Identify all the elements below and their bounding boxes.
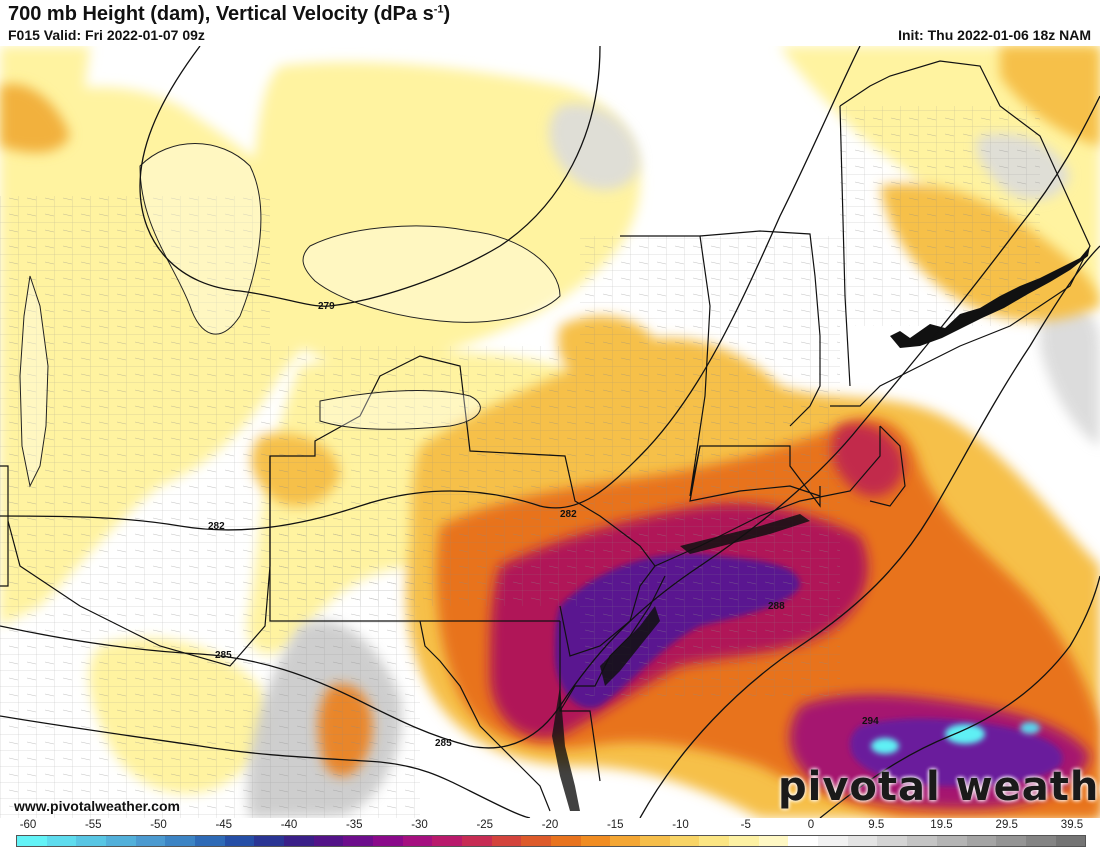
colorbar-segment — [135, 836, 166, 846]
colorbar-segment — [284, 836, 314, 846]
colorbar-segment — [640, 836, 670, 846]
colorbar-tick-label: -15 — [606, 819, 624, 831]
colorbar-segment — [254, 836, 285, 846]
colorbar-segment — [551, 836, 581, 846]
colorbar-tick-label: -45 — [215, 819, 233, 831]
colorbar-segment — [402, 836, 433, 846]
colorbar-segment — [17, 836, 47, 846]
colorbar-segment — [729, 836, 759, 846]
colorbar-segment — [373, 836, 403, 846]
contour-label: 294 — [862, 716, 879, 727]
colorbar-segment — [76, 836, 107, 846]
colorbar-tick-label: -30 — [411, 819, 428, 831]
colorbar-segment — [610, 836, 641, 846]
colorbar: -60 -55 -50 -45 -40 -35 -30 -25 -20 -15 -10 -5 0 9.5 1… — [0, 818, 1100, 850]
colorbar-segment — [936, 836, 967, 846]
colorbar-segment — [224, 836, 255, 846]
colorbar-tick-label: -25 — [476, 819, 494, 831]
colorbar-tick-label: -50 — [150, 819, 167, 831]
colorbar-segment — [847, 836, 878, 846]
colorbar-tick-label: -35 — [345, 819, 363, 831]
init-time: Init: Thu 2022-01-06 18z NAM — [898, 27, 1091, 43]
map-area[interactable]: 279 282 282 285 285 288 294 — [0, 46, 1100, 818]
colorbar-tick-label: 39.5 — [1060, 819, 1084, 831]
site-watermark[interactable]: www.pivotalweather.com — [14, 798, 180, 814]
colorbar-segment — [758, 836, 789, 846]
contour-label: 288 — [768, 601, 785, 612]
great-lakes — [19, 143, 561, 488]
contour-label: 282 — [208, 521, 225, 532]
map-svg: 279 282 282 285 285 288 294 — [0, 46, 1100, 818]
colorbar-segment — [877, 836, 908, 846]
colorbar-tick-label: -10 — [672, 819, 689, 831]
colorbar-tick-label: -20 — [541, 819, 559, 831]
colorbar-tick-label: -55 — [84, 819, 102, 831]
colorbar-tick-label: 9.5 — [868, 819, 885, 831]
colorbar-segment — [907, 836, 937, 846]
height-contours — [0, 46, 1100, 818]
colorbar-segment — [1055, 836, 1086, 846]
colorbar-segment — [343, 836, 374, 846]
colorbar-segment — [165, 836, 196, 846]
colorbar-segment — [1025, 836, 1056, 846]
colorbar-labels: -60 -55 -50 -45 -40 -35 -30 -25 -20 -15 -10 -5 0 9.5 1… — [0, 819, 1100, 833]
colorbar-segment — [580, 836, 611, 846]
valid-time: F015 Valid: Fri 2022-01-07 09z — [8, 27, 205, 43]
colorbar-tick-label: -5 — [740, 819, 751, 831]
colorbar-tick-label: 19.5 — [930, 819, 953, 831]
map-title: 700 mb Height (dam), Vertical Velocity (… — [8, 3, 451, 25]
state-borders — [0, 60, 1091, 812]
vv-peak-ascent — [871, 722, 1040, 754]
contour-label: 279 — [318, 301, 335, 312]
colorbar-segment — [818, 836, 848, 846]
colorbar-segment — [521, 836, 552, 846]
colorbar-segment — [491, 836, 522, 846]
county-lines — [0, 106, 1040, 818]
colorbar-segment — [46, 836, 77, 846]
contour-labels: 279 282 282 285 285 288 294 — [208, 301, 879, 749]
colorbar-segment — [313, 836, 344, 846]
colorbar-segment — [106, 836, 136, 846]
colorbar-segment — [788, 836, 819, 846]
colorbar-tick-label: 29.5 — [995, 819, 1018, 831]
colorbar-scale — [16, 835, 1086, 847]
colorbar-segment — [966, 836, 997, 846]
header: 700 mb Height (dam), Vertical Velocity (… — [0, 0, 1100, 46]
contour-label: 285 — [215, 650, 232, 661]
colorbar-segment — [669, 836, 700, 846]
colorbar-tick-label: -60 — [19, 819, 37, 831]
pivotal-weather-logo: pivotal weather — [778, 764, 1100, 810]
colorbar-tick-label: 0 — [807, 819, 815, 831]
colorbar-segment — [462, 836, 492, 846]
colorbar-segment — [996, 836, 1026, 846]
contour-label: 282 — [560, 509, 577, 520]
contour-label: 285 — [435, 738, 452, 749]
colorbar-segment — [432, 836, 463, 846]
colorbar-segment — [195, 836, 225, 846]
colorbar-tick-label: -40 — [280, 819, 298, 831]
colorbar-segment — [699, 836, 730, 846]
